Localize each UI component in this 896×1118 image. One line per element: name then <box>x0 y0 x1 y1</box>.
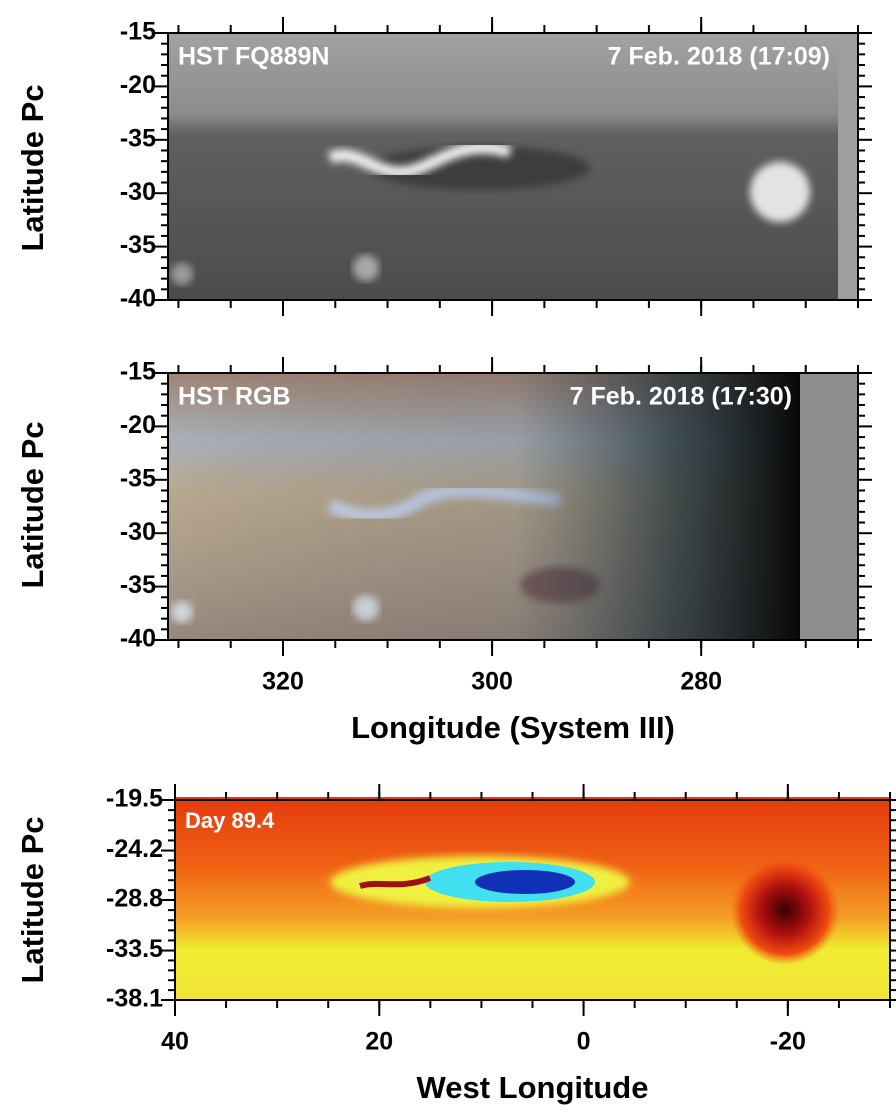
x-tick-label: 20 <box>365 1028 393 1056</box>
y-tick-label: -35 <box>120 124 156 152</box>
y-tick-label: -33.5 <box>106 935 163 963</box>
y-tick-label: -35 <box>120 464 156 492</box>
y-tick-label: -19.5 <box>106 785 163 813</box>
x-axis-label: Longitude (System III) <box>351 710 675 745</box>
x-tick-label: -20 <box>770 1028 806 1056</box>
panel-date: 7 Feb. 2018 (17:30) <box>570 383 792 411</box>
y-axis-label: Latitude Pc <box>15 421 50 588</box>
y-tick-label: -30 <box>120 518 156 546</box>
y-tick-label: -30 <box>120 178 156 206</box>
x-tick-label: 320 <box>262 668 304 696</box>
y-tick-label: -24.2 <box>106 835 163 863</box>
y-axis-label: Latitude Pc <box>15 816 50 983</box>
y-tick-label: -28.8 <box>106 885 163 913</box>
panel-label: Day 89.4 <box>185 808 275 833</box>
y-tick-label: -15 <box>120 358 156 386</box>
y-tick-label: -35 <box>120 231 156 259</box>
y-tick-label: -15 <box>120 18 156 46</box>
y-tick-label: -38.1 <box>106 985 163 1013</box>
y-tick-label: -20 <box>120 71 156 99</box>
panel-date: 7 Feb. 2018 (17:09) <box>608 43 830 71</box>
y-tick-label: -35 <box>120 571 156 599</box>
x-tick-label: 300 <box>471 668 513 696</box>
image-panel-3 <box>175 797 890 1000</box>
y-axis-label: Latitude Pc <box>15 84 50 251</box>
panel-label: HST FQ889N <box>178 43 329 71</box>
plot-frame <box>167 32 859 301</box>
panel-label: HST RGB <box>178 383 291 411</box>
plot-frame <box>167 372 859 641</box>
image-panel-2 <box>168 373 858 640</box>
x-tick-label: 280 <box>680 668 722 696</box>
y-tick-label: -40 <box>120 285 156 313</box>
y-tick-label: -40 <box>120 625 156 653</box>
x-axis-label: West Longitude <box>417 1070 649 1105</box>
image-panel-1 <box>168 33 858 300</box>
y-tick-label: -20 <box>120 411 156 439</box>
x-tick-label: 40 <box>161 1028 189 1056</box>
x-tick-label: 0 <box>577 1028 591 1056</box>
